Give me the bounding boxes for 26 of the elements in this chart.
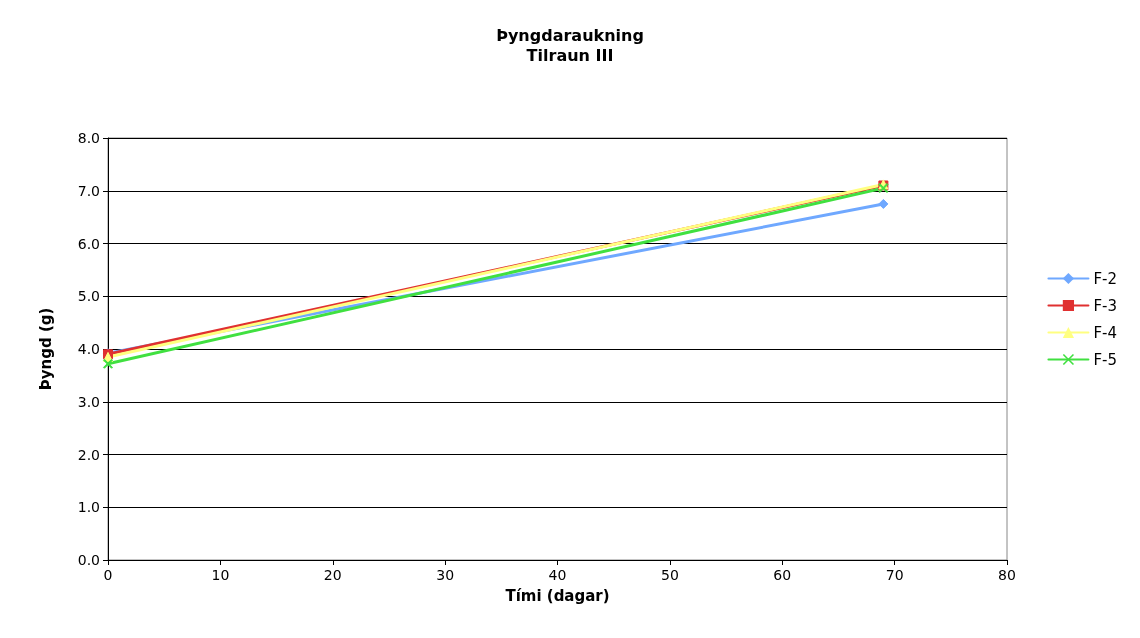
x-tick-label: 0 (103, 567, 113, 583)
chart-subtitle: Tilraun III (526, 45, 614, 65)
x-tick-label: 20 (323, 567, 342, 583)
y-tick-label: 3.0 (77, 393, 100, 410)
legend-label: F-2 (1093, 269, 1118, 288)
y-tick-label: 5.0 (77, 288, 100, 305)
y-tick-label: 8.0 (77, 130, 100, 146)
x-tick-label: 80 (998, 567, 1016, 583)
y-tick-label: 0.0 (77, 552, 100, 568)
chart-title: Þyngdaraukning (496, 25, 644, 45)
y-tick-label: 7.0 (77, 182, 100, 199)
y-tick-label: 1.0 (77, 499, 100, 516)
x-tick-label: 50 (660, 567, 679, 583)
y-tick-label: 6.0 (77, 235, 100, 252)
x-tick-label: 40 (548, 567, 567, 583)
x-tick-label: 10 (211, 567, 230, 583)
x-axis-title: Tími (dagar) (505, 586, 610, 605)
x-tick-label: 70 (885, 567, 904, 583)
legend-label: F-3 (1093, 296, 1118, 315)
y-axis-title: Þyngd (g) (36, 307, 55, 391)
legend-label: F-5 (1093, 350, 1118, 369)
x-tick-label: 30 (436, 567, 455, 583)
x-tick-label: 60 (773, 567, 792, 583)
y-tick-label: 4.0 (77, 341, 100, 357)
legend-label: F-4 (1093, 323, 1118, 342)
y-tick-label: 2.0 (77, 446, 100, 463)
